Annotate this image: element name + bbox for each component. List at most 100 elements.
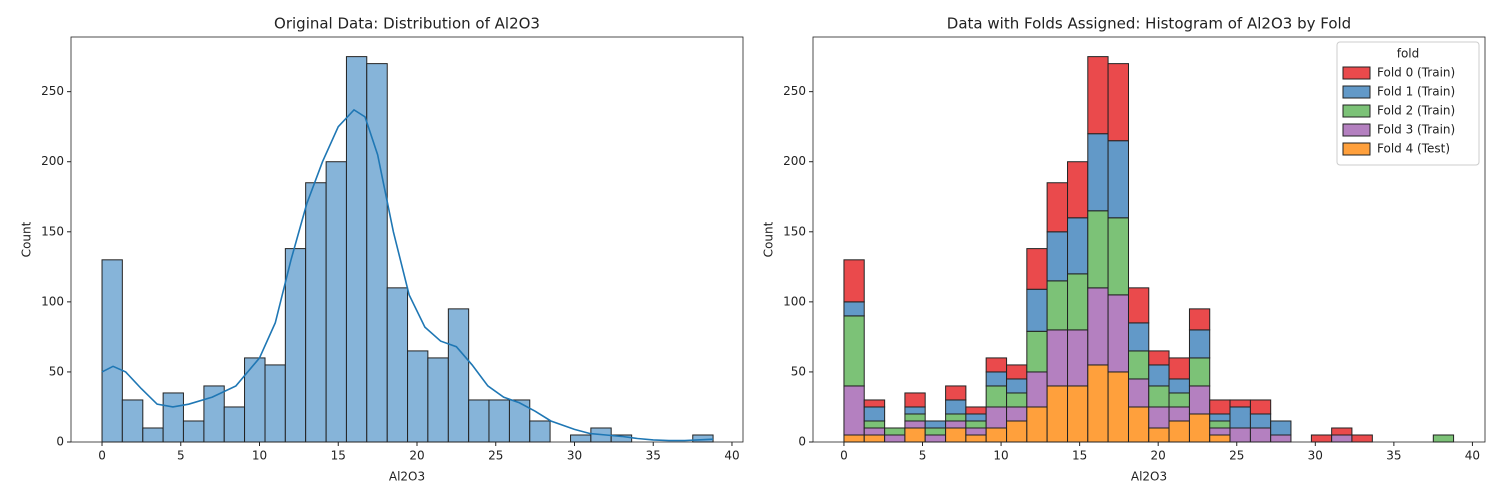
- bar-segment: [1229, 427, 1251, 443]
- legend-swatch: [1342, 123, 1371, 137]
- bar-segment: [1107, 371, 1129, 443]
- bar-segment: [1188, 413, 1211, 443]
- bar: [529, 420, 551, 443]
- y-tick-label: 200: [783, 154, 806, 168]
- bar-segment: [945, 399, 967, 415]
- bar-segment: [1270, 434, 1292, 443]
- bar-segment: [1331, 427, 1353, 436]
- bar-segment: [965, 413, 987, 422]
- bar-segment: [1148, 350, 1170, 366]
- bar-segment: [945, 413, 967, 422]
- bar-segment: [1046, 182, 1069, 233]
- bar-segment: [904, 413, 926, 422]
- legend-swatch: [1342, 66, 1371, 80]
- bar-segment: [1006, 406, 1028, 422]
- bar: [182, 420, 205, 443]
- bar-segment: [1046, 280, 1069, 331]
- y-tick-label: 150: [41, 224, 64, 238]
- bar: [142, 427, 164, 443]
- x-tick-label: 5: [177, 449, 185, 463]
- bar: [366, 63, 388, 443]
- bar-segment: [1249, 399, 1272, 415]
- chart-title: Data with Folds Assigned: Histogram of A…: [947, 15, 1351, 33]
- bar-segment: [1229, 399, 1251, 408]
- x-tick-label: 0: [98, 449, 106, 463]
- bar-segment: [863, 406, 886, 422]
- bar-segment: [1209, 413, 1231, 422]
- bar-segment: [1067, 385, 1089, 443]
- bar-segment: [924, 420, 947, 429]
- bar: [162, 392, 184, 443]
- bar: [101, 259, 123, 443]
- legend-box: [1336, 41, 1480, 166]
- bar-segment: [1127, 350, 1150, 380]
- x-tick-label: 40: [724, 449, 739, 463]
- legend-swatch: [1342, 85, 1371, 99]
- y-tick-label: 200: [41, 154, 64, 168]
- bar-segment: [965, 427, 987, 436]
- bar-segment: [1006, 420, 1028, 443]
- legend-label: Fold 3 (Train): [1377, 123, 1455, 137]
- x-tick-label: 20: [1151, 449, 1166, 463]
- bar: [264, 364, 286, 443]
- y-tick-label: 100: [783, 294, 806, 308]
- bar-segment: [843, 315, 865, 387]
- bar-segment: [1310, 434, 1333, 443]
- bar-segment: [1188, 308, 1211, 331]
- bar-segment: [863, 420, 886, 429]
- bar-segment: [985, 427, 1008, 443]
- bar-segment: [1087, 133, 1109, 212]
- legend-label: Fold 0 (Train): [1377, 66, 1455, 80]
- bar-segment: [1331, 434, 1353, 443]
- bar-segment: [1249, 427, 1272, 443]
- bar-segment: [1127, 406, 1150, 443]
- bar-segment: [843, 259, 865, 303]
- bar: [447, 308, 470, 443]
- bar-segment: [843, 434, 865, 443]
- x-tick-label: 10: [252, 449, 267, 463]
- bar-segment: [1026, 406, 1048, 443]
- y-tick-label: 0: [56, 435, 64, 449]
- bar: [468, 399, 490, 443]
- bar: [203, 385, 225, 443]
- bar-segment: [884, 434, 906, 443]
- bar-segment: [1168, 406, 1190, 422]
- bar-segment: [863, 427, 886, 436]
- bar-segment: [904, 427, 926, 443]
- axes-frame: [70, 36, 744, 443]
- bar-segment: [985, 357, 1008, 373]
- chart-title: Original Data: Distribution of Al2O3: [274, 15, 540, 33]
- bar-segment: [1148, 364, 1170, 387]
- bar: [121, 399, 144, 443]
- bar-segment: [1107, 140, 1129, 219]
- y-axis-label: Count: [762, 221, 776, 257]
- bar-segment: [904, 406, 926, 415]
- bar-segment: [1087, 364, 1109, 443]
- axes-frame: [812, 36, 1486, 443]
- bar-segment: [904, 420, 926, 429]
- bar-segment: [1006, 392, 1028, 408]
- bar-segment: [1127, 322, 1150, 352]
- bar-segment: [1067, 273, 1089, 331]
- bar-segment: [1006, 378, 1028, 394]
- legend-swatch: [1342, 142, 1371, 156]
- bar-segment: [1168, 420, 1190, 443]
- x-tick-label: 20: [409, 449, 424, 463]
- bar-segment: [843, 301, 865, 317]
- bar-segment: [1026, 371, 1048, 408]
- kde-line: [101, 108, 714, 442]
- bar-segment: [884, 427, 906, 436]
- x-tick-label: 30: [567, 449, 582, 463]
- bar: [325, 161, 347, 443]
- bar-segment: [1107, 63, 1129, 142]
- bar-segment: [1168, 378, 1190, 394]
- bar-segment: [1188, 357, 1211, 387]
- bar-segment: [863, 399, 886, 408]
- bar-segment: [1188, 385, 1211, 415]
- bar-segment: [924, 427, 947, 436]
- y-axis-label: Count: [20, 221, 34, 257]
- bar-segment: [1249, 413, 1272, 429]
- bar: [488, 399, 510, 443]
- bar: [692, 434, 714, 443]
